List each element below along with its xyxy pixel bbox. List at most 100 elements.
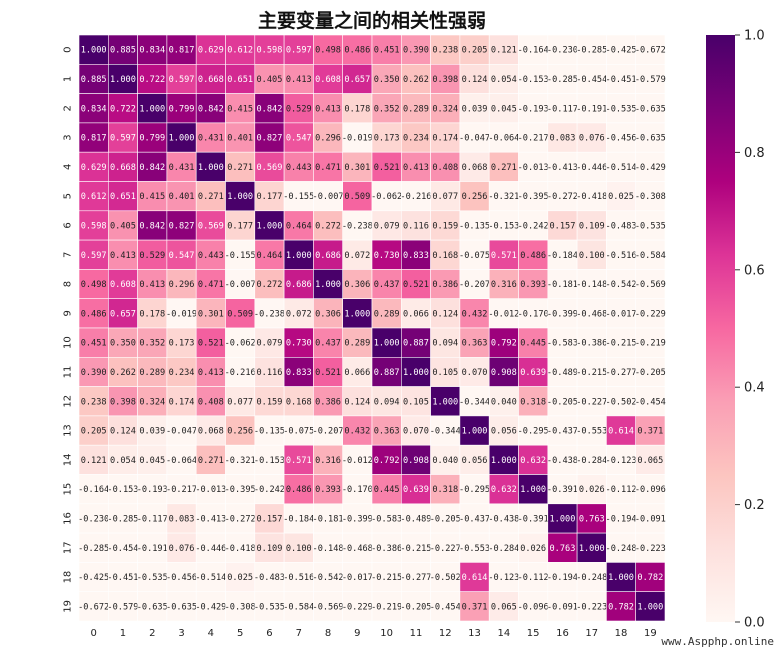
heatmap-cell (400, 122, 431, 153)
heatmap-cell (313, 239, 343, 270)
cell-value-label: -0.579 (107, 602, 138, 612)
heatmap-cell (518, 239, 549, 270)
cell-value-label: 1.000 (403, 368, 429, 378)
heatmap-cell (195, 151, 226, 182)
cell-value-label: -0.217 (518, 134, 549, 144)
cell-value-label: 1.000 (579, 544, 605, 554)
heatmap-cell (371, 210, 402, 241)
x-tick-label: 3 (178, 628, 184, 639)
cell-value-label: -0.502 (430, 573, 461, 583)
cell-value-label: 0.521 (198, 339, 224, 349)
cell-value-label: 0.529 (286, 104, 312, 114)
cell-value-label: -0.553 (576, 427, 607, 437)
cell-value-label: 0.066 (403, 309, 429, 319)
y-tick-label: 17 (63, 541, 74, 554)
cell-value-label: -0.542 (313, 573, 344, 583)
cell-value-label: 0.612 (227, 46, 253, 56)
heatmap-cell (635, 503, 666, 534)
cell-value-label: -0.153 (488, 221, 519, 231)
heatmap-cell (137, 298, 168, 329)
heatmap-cell (342, 327, 373, 358)
heatmap-cell (400, 181, 431, 212)
heatmap-cell (78, 269, 109, 299)
cell-value-label: 0.121 (81, 456, 107, 466)
cell-value-label: 0.121 (491, 46, 517, 56)
cell-value-label: 0.464 (286, 221, 312, 231)
cell-value-label: 0.398 (432, 75, 458, 85)
heatmap-cell (576, 151, 607, 182)
heatmap-cell (195, 93, 226, 124)
heatmap-cell (78, 532, 109, 563)
heatmap-cell (371, 327, 402, 358)
cell-value-label: -0.075 (459, 251, 490, 261)
cell-value-label: 0.651 (110, 192, 136, 202)
heatmap-cell (225, 356, 256, 387)
cell-value-label: 0.408 (198, 397, 224, 407)
cell-value-label: 0.168 (432, 251, 458, 261)
cell-value-label: -0.091 (635, 514, 666, 524)
cell-value-label: 0.486 (520, 251, 546, 261)
heatmap-cell (518, 269, 549, 299)
heatmap-cell (254, 64, 285, 94)
cell-value-label: 0.571 (286, 456, 312, 466)
cell-value-label: 0.272 (257, 280, 283, 290)
cell-value-label: -0.395 (225, 485, 256, 495)
cell-value-label: 0.289 (344, 339, 370, 349)
heatmap-cell (108, 327, 138, 358)
heatmap-cell (400, 532, 431, 563)
cell-value-label: -0.181 (547, 280, 578, 290)
cell-value-label: 0.316 (315, 456, 341, 466)
cell-value-label: -0.391 (518, 514, 549, 524)
heatmap-cell (225, 503, 256, 534)
cell-value-label: -0.215 (576, 368, 607, 378)
cell-value-label: 0.571 (491, 251, 517, 261)
cell-value-label: 0.100 (579, 251, 605, 261)
cell-value-label: -0.112 (606, 485, 637, 495)
heatmap-cell (313, 298, 343, 329)
cell-value-label: 0.205 (462, 46, 488, 56)
cell-value-label: -0.170 (518, 309, 549, 319)
cell-value-label: 0.415 (139, 192, 165, 202)
x-tick-label: 11 (410, 628, 423, 639)
cell-value-label: -0.135 (254, 427, 285, 437)
cell-value-label: -0.148 (313, 544, 344, 554)
cell-value-label: 0.597 (110, 134, 136, 144)
heatmap-cell (313, 532, 343, 563)
cell-value-label: -0.217 (166, 485, 197, 495)
y-tick-label: 15 (63, 483, 74, 496)
cell-value-label: 0.827 (169, 221, 195, 231)
cell-value-label: 0.612 (81, 192, 107, 202)
cell-value-label: -0.456 (166, 573, 197, 583)
cell-value-label: -0.451 (107, 573, 138, 583)
heatmap-cell (283, 269, 314, 299)
heatmap-cell (195, 239, 226, 270)
x-tick-label: 10 (380, 628, 393, 639)
heatmap-cell (283, 444, 314, 475)
heatmap-cell (635, 591, 666, 622)
heatmap-cell (488, 298, 519, 329)
heatmap-cell (283, 298, 314, 329)
cell-value-label: 0.730 (286, 339, 312, 349)
heatmap-cell (342, 503, 373, 534)
cell-value-label: 0.306 (344, 280, 370, 290)
heatmap-cell (635, 210, 666, 241)
heatmap-cell (78, 298, 109, 329)
colorbar-tick-label: 0.6 (744, 263, 765, 278)
heatmap-cell (430, 269, 461, 299)
cell-value-label: 0.256 (462, 192, 488, 202)
cell-value-label: 0.569 (198, 221, 224, 231)
cell-value-label: -0.583 (547, 339, 578, 349)
cell-value-label: -0.285 (107, 514, 138, 524)
heatmap-cell (108, 239, 138, 270)
heatmap-cell (108, 181, 138, 212)
cell-value-label: -0.456 (606, 134, 637, 144)
heatmap-cell (108, 34, 138, 65)
cell-value-label: 1.000 (257, 221, 283, 231)
heatmap-cell (137, 181, 168, 212)
heatmap-cell (547, 64, 578, 94)
cell-value-label: 0.614 (462, 573, 488, 583)
cell-value-label: 0.782 (608, 602, 634, 612)
cell-value-label: -0.153 (254, 456, 285, 466)
cell-value-label: -0.468 (342, 544, 373, 554)
cell-value-label: 0.686 (315, 251, 341, 261)
